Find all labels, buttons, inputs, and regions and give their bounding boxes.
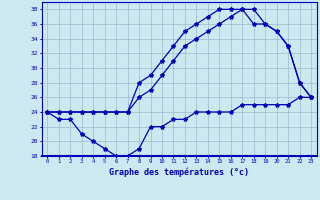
X-axis label: Graphe des températures (°c): Graphe des températures (°c) — [109, 167, 249, 177]
